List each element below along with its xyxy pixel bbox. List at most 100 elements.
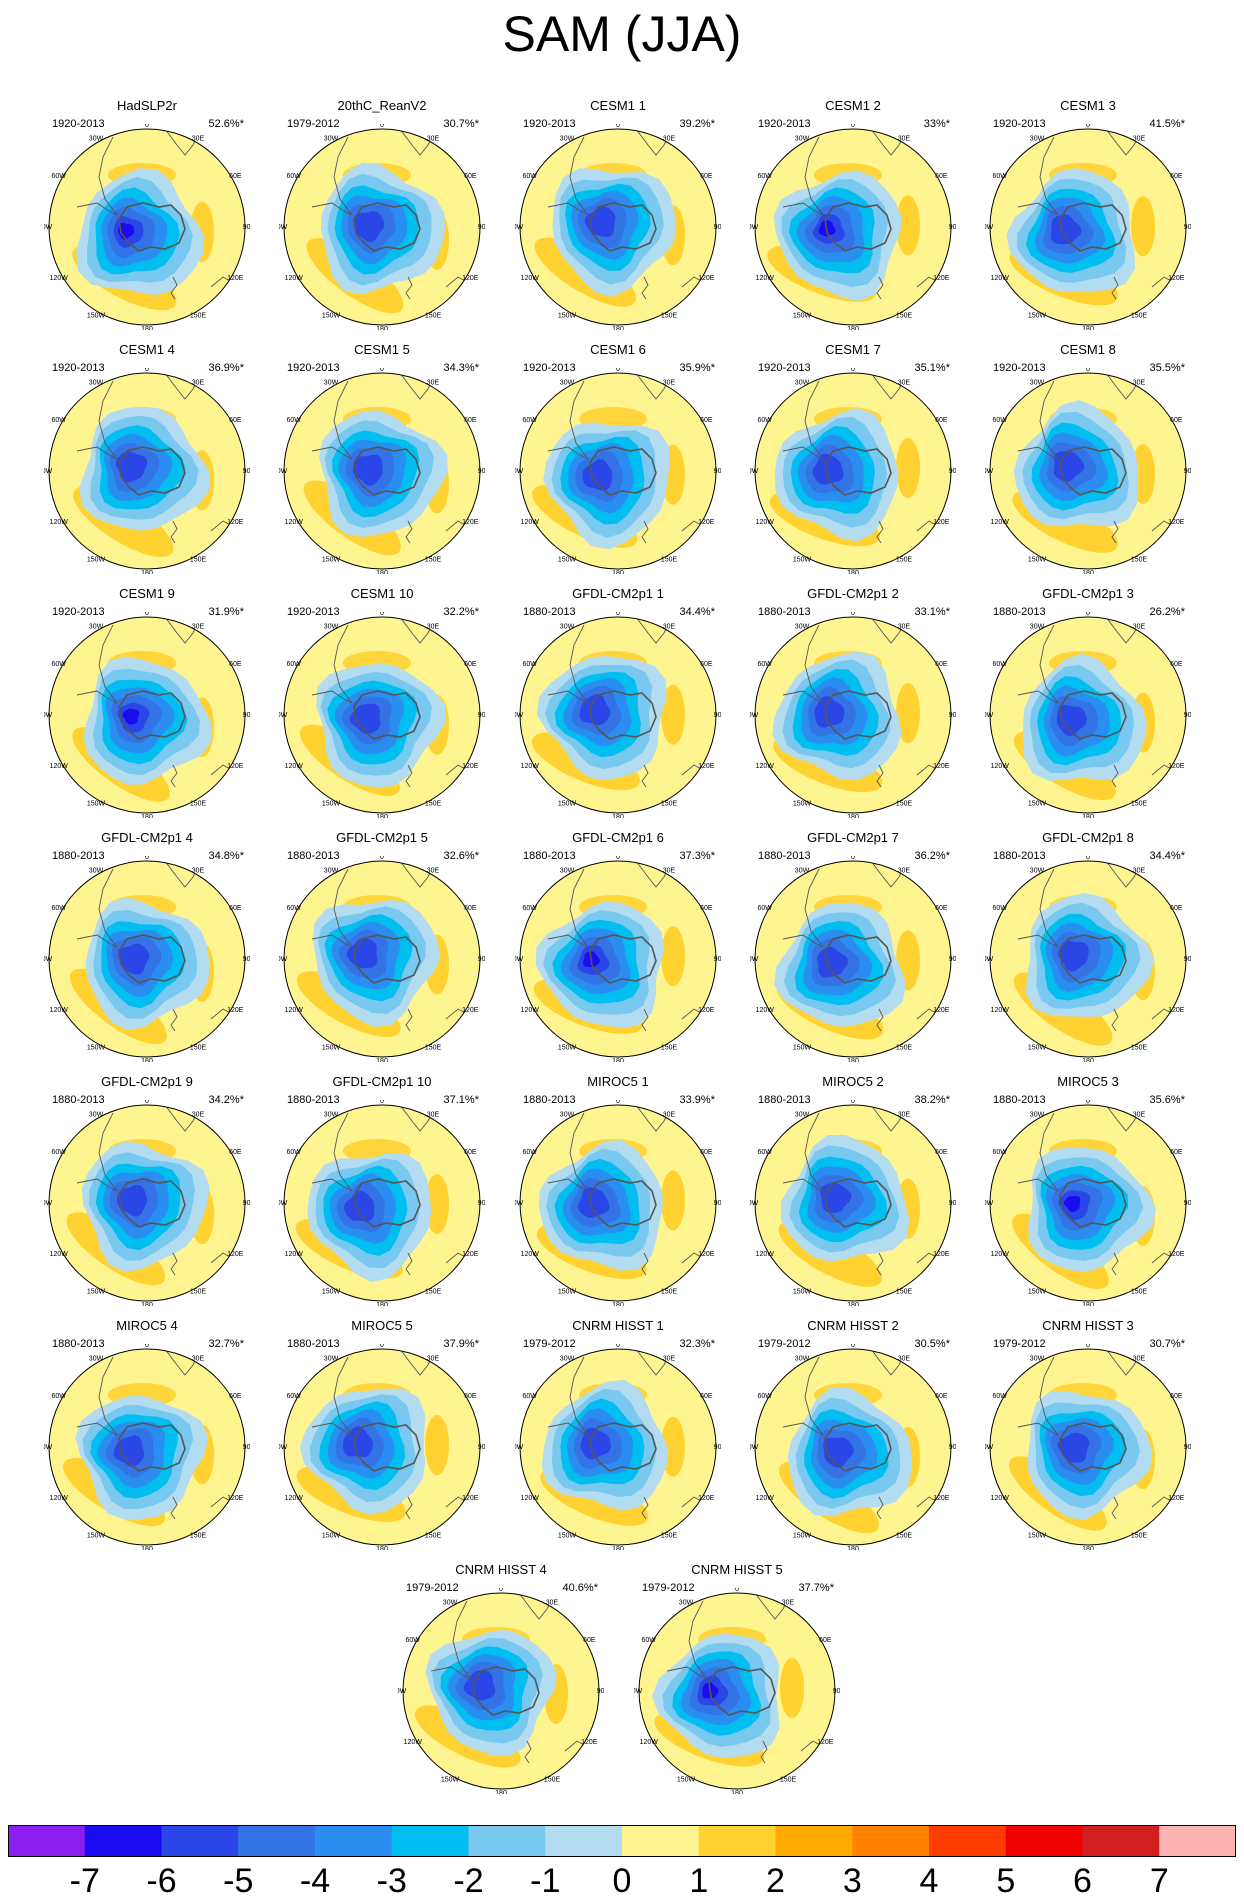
longitude-label: 90W xyxy=(985,1444,994,1451)
longitude-label: 180 xyxy=(847,1302,859,1306)
polar-stereographic-map: 0 30E 60E 90E 120E 150E 180 150W 120W 90W 60W 30W xyxy=(634,1588,840,1794)
negative-anomaly-contour xyxy=(117,943,150,975)
longitude-label: 90W xyxy=(750,712,759,719)
negative-anomaly-contour xyxy=(113,1435,145,1467)
longitude-label: 120E xyxy=(462,1007,479,1014)
longitude-label: 150W xyxy=(87,312,106,319)
longitude-label: 90W xyxy=(44,712,53,719)
map-panel: 20thC_ReanV2 1979-2012 30.7%* 0 30E 60E 90E 120… xyxy=(277,98,487,333)
longitude-label: 30W xyxy=(1030,868,1045,875)
longitude-label: 90W xyxy=(750,1200,759,1207)
longitude-label: 30E xyxy=(427,1112,440,1119)
map-panel: CESM1 5 1920-2013 34.3%* 0 30E 60E 90E 120E 150E… xyxy=(277,342,487,577)
panel-title: CESM1 6 xyxy=(590,342,646,357)
longitude-label: 90E xyxy=(478,468,485,475)
longitude-label: 90W xyxy=(750,1444,759,1451)
longitude-label: 0 xyxy=(616,1100,620,1105)
antarctica-coastline xyxy=(118,934,186,984)
longitude-label: 150E xyxy=(425,800,442,807)
map-boundary xyxy=(48,372,246,570)
panel-title: CESM1 2 xyxy=(825,98,881,113)
panel-variance-explained: 52.6%* xyxy=(208,118,244,130)
longitude-label: 30E xyxy=(546,1600,559,1607)
longitude-label: 30E xyxy=(1133,868,1146,875)
panel-period: 1880-2013 xyxy=(523,1094,576,1106)
map-panel: MIROC5 4 1880-2013 32.7%* 0 30E 60E 90E 120E 150… xyxy=(42,1318,252,1553)
new-zealand-coastline xyxy=(641,1252,649,1276)
antarctica-coastline xyxy=(353,202,421,252)
polar-stereographic-map: 0 30E 60E 90E 120E 150E 180 150W 120W 90W 60W 30W xyxy=(750,1344,956,1550)
longitude-label: 30W xyxy=(795,1356,810,1363)
map-panel: GFDL-CM2p1 1 1880-2013 34.4%* 0 30E 60E 90E 120… xyxy=(513,586,723,821)
panel-period: 1979-2012 xyxy=(758,1338,811,1350)
longitude-label: 60W xyxy=(757,417,772,424)
polar-stereographic-map: 0 30E 60E 90E 120E 150E 180 150W 120W 90W 60W 30W xyxy=(985,856,1191,1062)
antarctica-coastline xyxy=(472,1666,540,1716)
longitude-label: 150E xyxy=(661,1532,678,1539)
map-boundary xyxy=(519,1348,717,1546)
longitude-label: 150W xyxy=(322,1288,341,1295)
map-panel: CESM1 6 1920-2013 35.9%* 0 30E 60E 90E 120E 150E… xyxy=(513,342,723,577)
map-panel: GFDL-CM2p1 10 1880-2013 37.1%* 0 30E 60E 90E 12… xyxy=(277,1074,487,1309)
new-zealand-coastline xyxy=(170,764,178,788)
panel-period: 1880-2013 xyxy=(758,1094,811,1106)
positive-anomaly-lobe xyxy=(1131,196,1155,257)
longitude-label: 0 xyxy=(380,856,384,861)
longitude-label: 60W xyxy=(522,905,537,912)
longitude-label: 120E xyxy=(462,763,479,770)
longitude-label: 60E xyxy=(700,173,713,180)
longitude-label: 90W xyxy=(515,1200,524,1207)
panel-period: 1880-2013 xyxy=(523,606,576,618)
panel-period: 1880-2013 xyxy=(758,606,811,618)
south-america-coastline xyxy=(547,1356,589,1436)
longitude-label: 90E xyxy=(949,224,956,231)
longitude-label: 30W xyxy=(89,868,104,875)
antarctica-coastline xyxy=(353,934,421,984)
longitude-label: 30E xyxy=(663,1112,676,1119)
longitude-label: 60E xyxy=(1170,1149,1183,1156)
longitude-label: 60E xyxy=(700,1393,713,1400)
polar-stereographic-map: 0 30E 60E 90E 120E 150E 180 150W 120W 90W 60W 30W xyxy=(750,124,956,330)
longitude-label: 30E xyxy=(192,380,205,387)
longitude-label: 0 xyxy=(851,612,855,617)
longitude-label: 120W xyxy=(285,763,304,770)
longitude-label: 60W xyxy=(757,1393,772,1400)
longitude-label: 30E xyxy=(663,1356,676,1363)
longitude-label: 120W xyxy=(50,1251,69,1258)
panel-period: 1920-2013 xyxy=(52,606,105,618)
map-boundary xyxy=(283,860,481,1058)
south-america-coastline xyxy=(547,868,589,948)
polar-stereographic-map: 0 30E 60E 90E 120E 150E 180 150W 120W 90W 60W 30W xyxy=(279,1344,485,1550)
longitude-label: 0 xyxy=(145,1100,149,1105)
longitude-label: 90E xyxy=(1184,956,1191,963)
panel-title: CESM1 7 xyxy=(825,342,881,357)
panel-variance-explained: 35.5%* xyxy=(1149,362,1185,374)
longitude-label: 180 xyxy=(847,1546,859,1550)
panel-title: CNRM HISST 1 xyxy=(572,1318,664,1333)
longitude-label: 90W xyxy=(985,224,994,231)
longitude-label: 120E xyxy=(698,519,715,526)
longitude-label: 30E xyxy=(192,136,205,143)
longitude-label: 90W xyxy=(515,956,524,963)
longitude-label: 0 xyxy=(380,124,384,129)
map-panel: GFDL-CM2p1 9 1880-2013 34.2%* 0 30E 60E 90E 120… xyxy=(42,1074,252,1309)
longitude-label: 30W xyxy=(89,1112,104,1119)
longitude-label: 30E xyxy=(898,136,911,143)
longitude-label: 120E xyxy=(698,1007,715,1014)
panel-period: 1880-2013 xyxy=(758,850,811,862)
panel-variance-explained: 37.1%* xyxy=(443,1094,479,1106)
panel-title: GFDL-CM2p1 7 xyxy=(807,830,899,845)
panel-variance-explained: 34.4%* xyxy=(679,606,715,618)
longitude-label: 60E xyxy=(700,905,713,912)
longitude-label: 90E xyxy=(243,468,250,475)
longitude-label: 120W xyxy=(521,1495,540,1502)
longitude-label: 30W xyxy=(679,1600,694,1607)
longitude-label: 90E xyxy=(714,712,721,719)
longitude-label: 90E xyxy=(1184,468,1191,475)
longitude-label: 60W xyxy=(757,661,772,668)
longitude-label: 60E xyxy=(464,173,477,180)
longitude-label: 90W xyxy=(634,1688,643,1695)
panel-period: 1880-2013 xyxy=(52,850,105,862)
longitude-label: 180 xyxy=(1082,326,1094,330)
longitude-label: 60W xyxy=(286,173,301,180)
